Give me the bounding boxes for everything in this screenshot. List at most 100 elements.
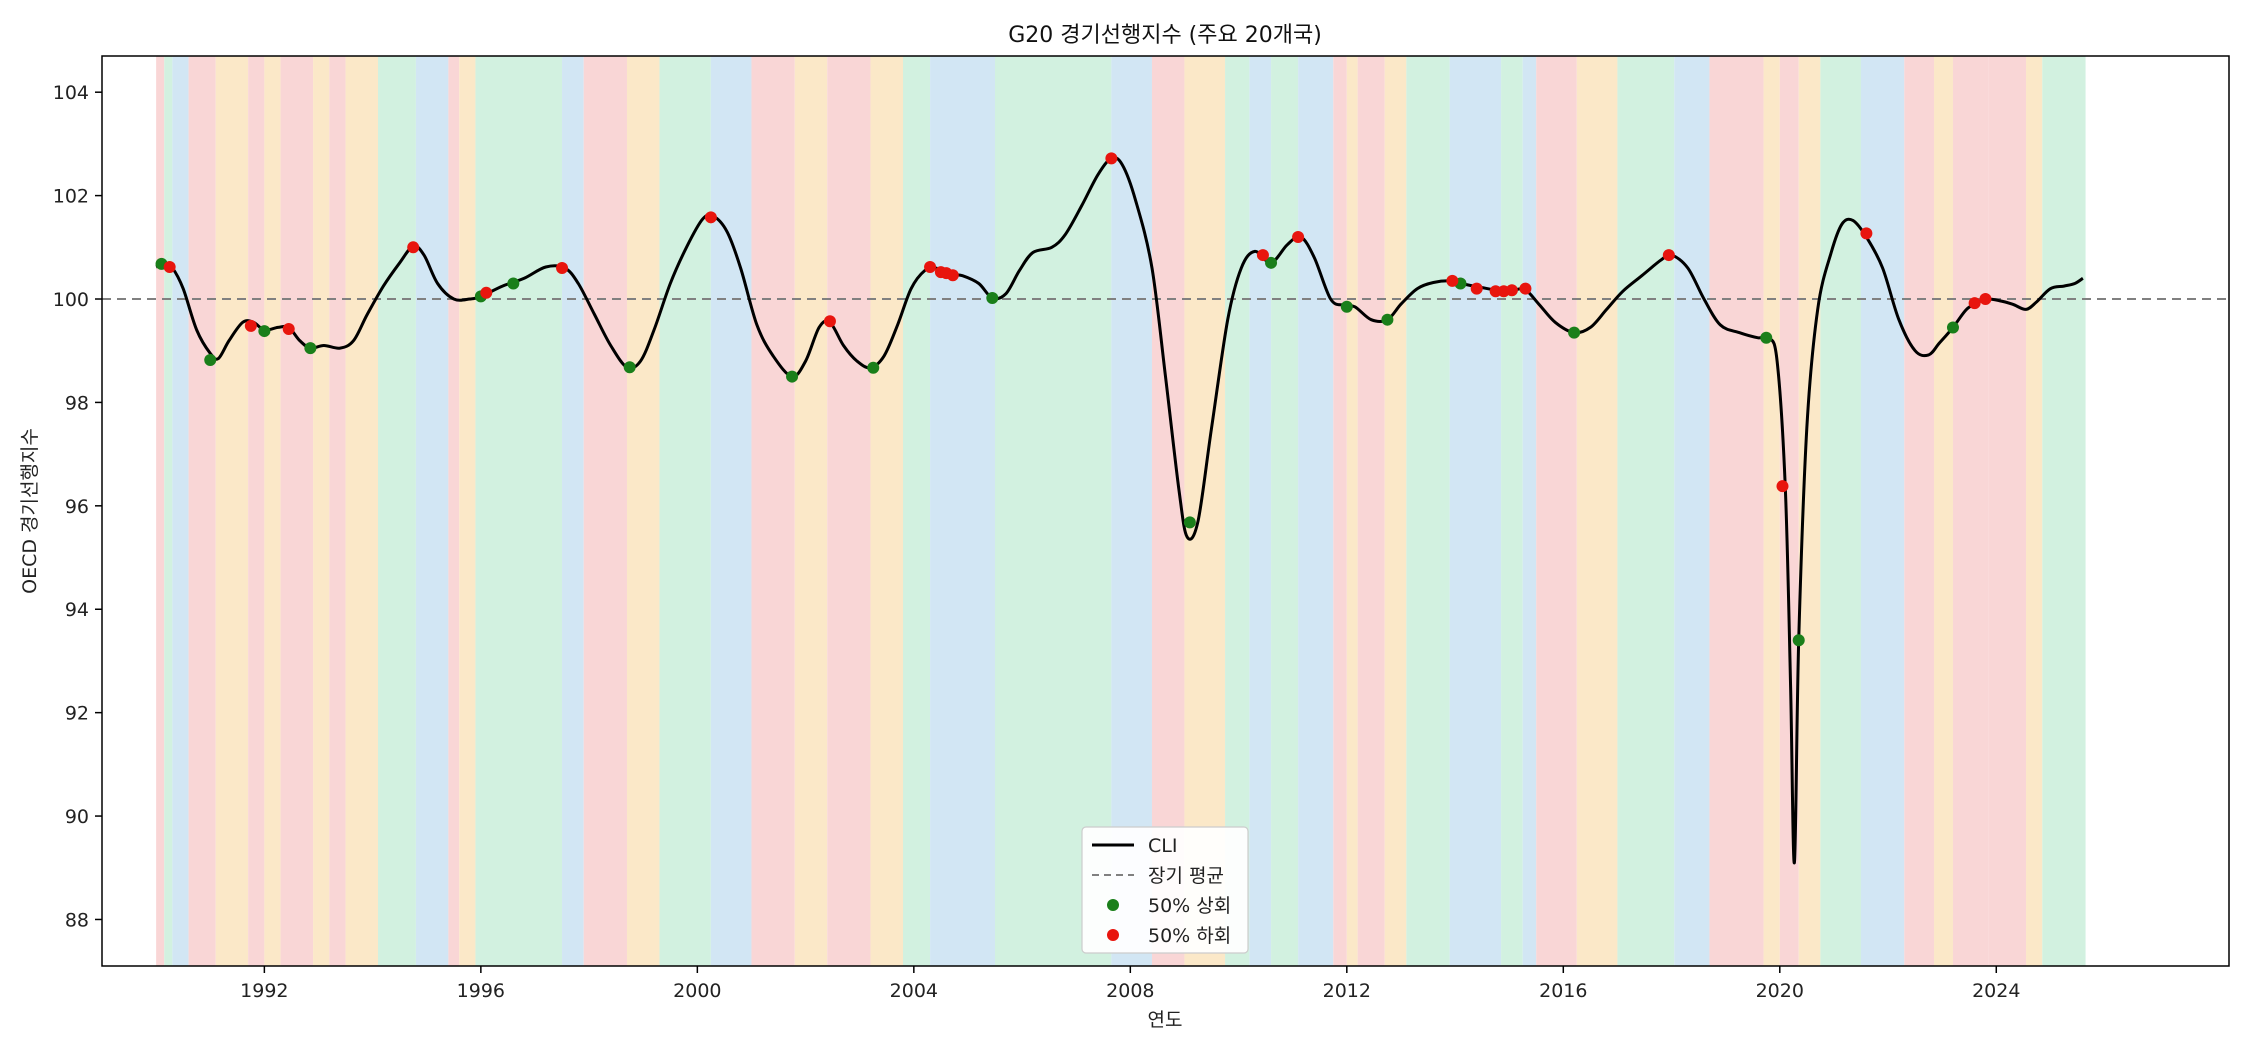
marker-above xyxy=(304,342,317,355)
marker-below xyxy=(1256,249,1269,262)
x-tick-label-2012: 2012 xyxy=(1323,980,1371,1002)
phase-band-slowdown xyxy=(751,56,795,966)
phase-band-recovery xyxy=(562,56,584,966)
phase-band-expansion xyxy=(1820,56,1861,966)
phase-band-expansion xyxy=(1617,56,1675,966)
phase-band-downturn xyxy=(459,56,476,966)
y-tick-label-102: 102 xyxy=(53,186,89,208)
marker-above xyxy=(1946,321,1959,334)
marker-below xyxy=(1860,227,1873,240)
phase-band-recovery xyxy=(1111,56,1152,966)
phase-band-expansion xyxy=(1406,56,1450,966)
x-tick-label-1992: 1992 xyxy=(240,980,288,1002)
marker-below xyxy=(480,286,493,299)
x-tick-label-2020: 2020 xyxy=(1756,980,1804,1002)
marker-above xyxy=(258,325,271,338)
marker-below xyxy=(1519,282,1532,295)
x-tick-label-2024: 2024 xyxy=(1972,980,2020,1002)
marker-above xyxy=(1340,300,1353,313)
phase-band-slowdown xyxy=(1779,56,1799,966)
phase-band-downturn xyxy=(1576,56,1618,966)
x-axis-title: 연도 xyxy=(1148,1009,1183,1031)
phase-band-downturn xyxy=(1384,56,1407,966)
phase-band-slowdown xyxy=(248,56,265,966)
marker-above xyxy=(986,291,999,304)
y-axis: 88 90 92 94 96 98 100 102 104 xyxy=(53,82,102,931)
chart-title: G20 경기선행지수 (주요 20개국) xyxy=(1008,23,1322,48)
x-tick-label-2000: 2000 xyxy=(673,980,721,1002)
phase-band-downturn xyxy=(215,56,249,966)
y-tick-label-92: 92 xyxy=(65,703,89,725)
phase-band-recovery xyxy=(1674,56,1710,966)
marker-above xyxy=(1265,256,1278,269)
phase-band-downturn xyxy=(264,56,281,966)
phase-band-downturn xyxy=(1346,56,1358,966)
marker-below xyxy=(407,241,420,254)
marker-below xyxy=(924,260,937,273)
marker-above xyxy=(204,354,217,367)
phase-band-downturn xyxy=(2026,56,2043,966)
legend-label-cli: CLI xyxy=(1148,835,1177,857)
phase-band-slowdown xyxy=(1988,56,2027,966)
marker-below xyxy=(823,315,836,328)
phase-band-expansion xyxy=(1225,56,1250,966)
marker-below xyxy=(1446,274,1459,287)
marker-below xyxy=(946,269,959,282)
phase-band-downturn xyxy=(1934,56,1953,966)
phase-band-recovery xyxy=(1860,56,1905,966)
marker-above xyxy=(1183,516,1196,529)
x-tick-label-1996: 1996 xyxy=(457,980,505,1002)
phase-band-slowdown xyxy=(1709,56,1764,966)
marker-below xyxy=(1979,293,1992,306)
phase-band-slowdown xyxy=(1952,56,1989,966)
marker-below xyxy=(1292,230,1305,243)
phase-band-recovery xyxy=(1249,56,1272,966)
y-tick-label-100: 100 xyxy=(53,289,89,311)
phase-band-slowdown xyxy=(1357,56,1385,966)
phase-band-downturn xyxy=(313,56,330,966)
marker-below xyxy=(282,323,295,335)
phase-band-downturn xyxy=(345,56,379,966)
legend: CLI 장기 평균 50% 상회 50% 하회 xyxy=(1081,826,1249,954)
x-tick-label-2016: 2016 xyxy=(1539,980,1587,1002)
marker-below xyxy=(1505,284,1518,297)
phase-band-recovery xyxy=(710,56,752,966)
phase-band-recovery xyxy=(172,56,189,966)
marker-above xyxy=(623,361,636,374)
marker-above xyxy=(786,370,799,383)
phase-bands xyxy=(156,56,2086,966)
phase-band-recovery xyxy=(1522,56,1537,966)
phase-band-expansion xyxy=(164,56,173,966)
y-tick-label-88: 88 xyxy=(65,909,89,931)
legend-swatch-below xyxy=(1107,929,1119,941)
y-axis-title: OECD 경기선행지수 xyxy=(19,428,41,594)
y-tick-label-104: 104 xyxy=(53,82,89,104)
marker-below xyxy=(1105,152,1118,165)
marker-above xyxy=(1792,634,1805,647)
phase-band-recovery xyxy=(930,56,996,966)
marker-above xyxy=(867,361,880,374)
legend-swatch-above xyxy=(1107,899,1119,911)
phase-band-expansion xyxy=(378,56,416,966)
marker-below xyxy=(1662,249,1675,262)
plot-frame xyxy=(101,55,2230,967)
x-tick-label-2004: 2004 xyxy=(890,980,938,1002)
phase-band-slowdown xyxy=(583,56,627,966)
phase-band-slowdown xyxy=(1333,56,1347,966)
phase-band-downturn xyxy=(794,56,828,966)
marker-below xyxy=(1776,480,1789,493)
phase-band-downturn xyxy=(1184,56,1226,966)
marker-below xyxy=(163,260,176,273)
phase-band-slowdown xyxy=(188,56,216,966)
marker-below xyxy=(1968,297,1981,310)
phase-band-downturn xyxy=(870,56,904,966)
phase-band-slowdown xyxy=(1536,56,1577,966)
x-axis: 1992 1996 2000 2004 2008 2012 2016 2020 2024 xyxy=(240,966,2020,1002)
phase-band-expansion xyxy=(995,56,1112,966)
phase-band-slowdown xyxy=(280,56,314,966)
signal-markers xyxy=(155,152,1992,647)
y-tick-label-90: 90 xyxy=(65,806,89,828)
phase-band-slowdown xyxy=(329,56,346,966)
phase-band-recovery xyxy=(1298,56,1334,966)
